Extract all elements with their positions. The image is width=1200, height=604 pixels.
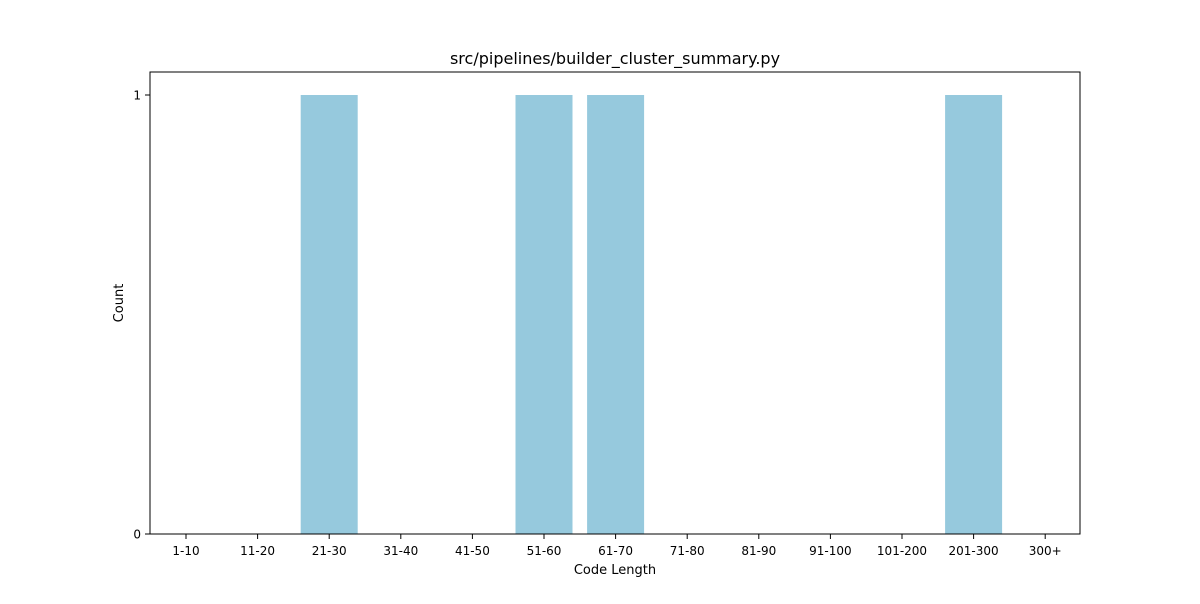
- x-tick-label: 71-80: [670, 544, 705, 558]
- x-tick-label: 91-100: [809, 544, 852, 558]
- x-tick-label: 101-200: [877, 544, 927, 558]
- bar-61-70: [587, 95, 645, 534]
- x-tick-label: 41-50: [455, 544, 490, 558]
- x-tick-label: 21-30: [312, 544, 347, 558]
- x-tick-label: 201-300: [949, 544, 999, 558]
- x-tick-label: 1-10: [172, 544, 199, 558]
- x-axis-label: Code Length: [574, 563, 656, 578]
- x-axis-ticks: 1-10 11-20 21-30 31-40 41-50 51-60 61-70 71-80 8…: [172, 534, 1062, 558]
- bars-layer: [300, 95, 1003, 534]
- x-tick-label: 81-90: [741, 544, 776, 558]
- y-tick-label: 1: [133, 89, 141, 103]
- bar-201-300: [945, 95, 1003, 534]
- y-tick-label: 0: [133, 528, 141, 542]
- x-tick-label: 61-70: [598, 544, 633, 558]
- x-tick-label: 11-20: [240, 544, 275, 558]
- y-axis-ticks: 01: [133, 89, 150, 542]
- bar-21-30: [300, 95, 358, 534]
- y-axis-label: Count: [112, 284, 127, 323]
- chart-title: src/pipelines/builder_cluster_summary.py: [450, 49, 780, 69]
- x-tick-label: 300+: [1029, 544, 1062, 558]
- x-tick-label: 31-40: [383, 544, 418, 558]
- plot-frame: [149, 71, 1081, 535]
- x-tick-label: 51-60: [527, 544, 562, 558]
- bar-51-60: [515, 95, 573, 534]
